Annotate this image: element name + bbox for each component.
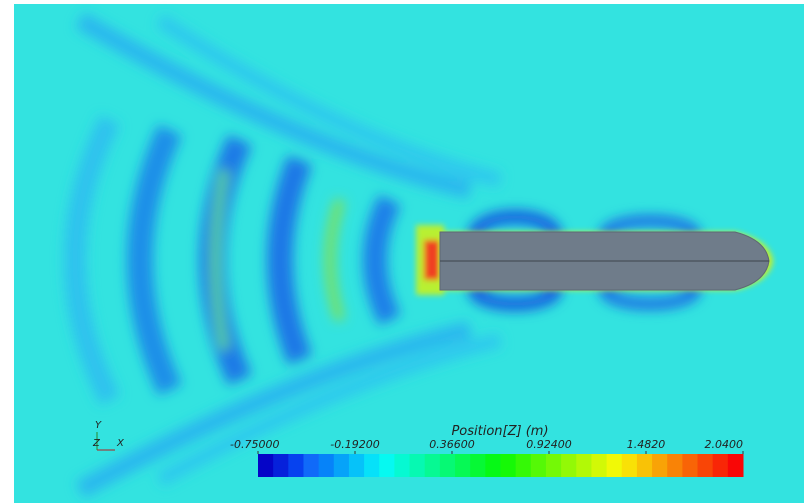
colorbar-swatch (470, 454, 486, 477)
colorbar-tick-label: -0.19200 (330, 438, 379, 451)
colorbar-swatch (425, 454, 441, 477)
colorbar-swatch (561, 454, 577, 477)
colorbar-swatch (576, 454, 592, 477)
colorbar-swatch (698, 454, 714, 477)
colorbar-swatch (531, 454, 547, 477)
colorbar-swatch (637, 454, 653, 477)
colorbar-swatch (516, 454, 532, 477)
triad-y-label: Y (95, 420, 102, 431)
colorbar-swatch (349, 454, 365, 477)
colorbar-swatch (682, 454, 698, 477)
colorbar-swatch (379, 454, 395, 477)
colorbar-tick-label: -0.75000 (230, 438, 279, 451)
colorbar-swatch (546, 454, 562, 477)
colorbar-tick-label: 0.36600 (429, 438, 475, 451)
triad-x-label: X (116, 438, 125, 449)
colorbar-swatch (303, 454, 319, 477)
colorbar-tick-label: 1.4820 (627, 438, 666, 451)
colorbar-swatch (258, 454, 274, 477)
colorbar-tick-label: 0.92400 (526, 438, 572, 451)
triad-z-label: Z (92, 438, 101, 449)
colorbar-title: Position[Z] (m) (451, 424, 548, 439)
colorbar-swatch (652, 454, 668, 477)
colorbar-swatch (394, 454, 410, 477)
colorbar-swatch (667, 454, 683, 477)
colorbar-swatch (728, 454, 744, 477)
colorbar-swatch (273, 454, 289, 477)
colorbar-tick-label: 2.0400 (705, 438, 744, 451)
colorbar-swatch (440, 454, 456, 477)
colorbar-swatch (410, 454, 426, 477)
colorbar-swatch (455, 454, 471, 477)
colorbar-swatch (591, 454, 607, 477)
colorbar-swatch (622, 454, 638, 477)
colorbar-swatch (501, 454, 517, 477)
colorbar-swatch (334, 454, 350, 477)
colorbar-swatch (485, 454, 501, 477)
colorbar-swatch (288, 454, 304, 477)
colorbar-swatch (607, 454, 623, 477)
viewport: Y Z X Position[Z] (m) -0.75000 -0.19200 0.… (0, 0, 804, 503)
colorbar-swatch (713, 454, 729, 477)
colorbar-swatch (319, 454, 335, 477)
colorbar-swatch (364, 454, 380, 477)
